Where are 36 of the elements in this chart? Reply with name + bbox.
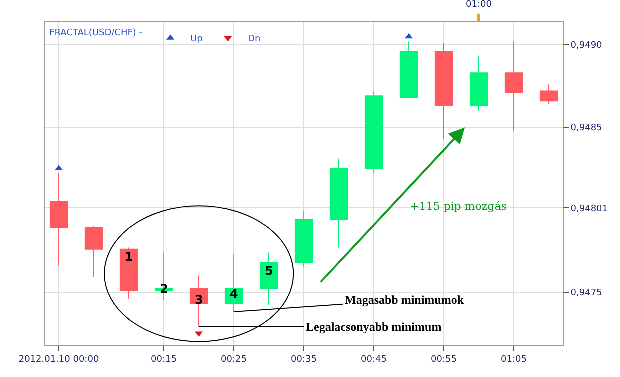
annotation: 1 [125, 250, 134, 264]
candlestick [50, 173, 68, 266]
x-tick-label: 00:15 [151, 354, 177, 365]
candlestick [470, 56, 488, 112]
x-tick-label: 01:05 [501, 354, 527, 365]
candlestick [120, 247, 138, 300]
x-tick-label: 00:35 [291, 354, 317, 365]
legend-title: FRACTAL(USD/CHF) - [50, 28, 143, 38]
ref-line-label: 01:00 [466, 0, 492, 10]
y-tick-label: 0,94801 [570, 204, 608, 214]
candlestick [540, 84, 558, 105]
annotation: 5 [265, 264, 274, 278]
legend-label: Dn [248, 34, 261, 45]
candlestick [84, 226, 104, 278]
candlestick [294, 211, 314, 268]
x-tick-label: 00:55 [431, 354, 457, 365]
y-tick-label: 0,9490 [570, 41, 603, 52]
candlestick [434, 42, 454, 140]
annotation: +115 pip mozgás [410, 200, 508, 213]
x-tick-label: 00:45 [361, 354, 387, 365]
annotation: 4 [230, 287, 238, 301]
candlestick [400, 41, 418, 98]
candlestick [260, 252, 278, 306]
legend-label: Up [190, 34, 204, 45]
candlestick [504, 41, 524, 132]
candlestick [330, 158, 348, 248]
candlestick [364, 90, 384, 174]
candlestick [224, 254, 244, 313]
y-tick-label: 0,9475 [570, 288, 602, 298]
x-tick-label: 2012.01.10 00:00 [18, 354, 100, 365]
candlestick [154, 252, 174, 302]
x-tick-label: 00:25 [221, 354, 247, 365]
annotation: Legalacsonyabb minimum [306, 320, 442, 334]
annotation: Magasabb minimumok [345, 293, 464, 307]
annotation: 3 [195, 293, 204, 307]
y-tick-label: 0,9485 [570, 124, 602, 134]
